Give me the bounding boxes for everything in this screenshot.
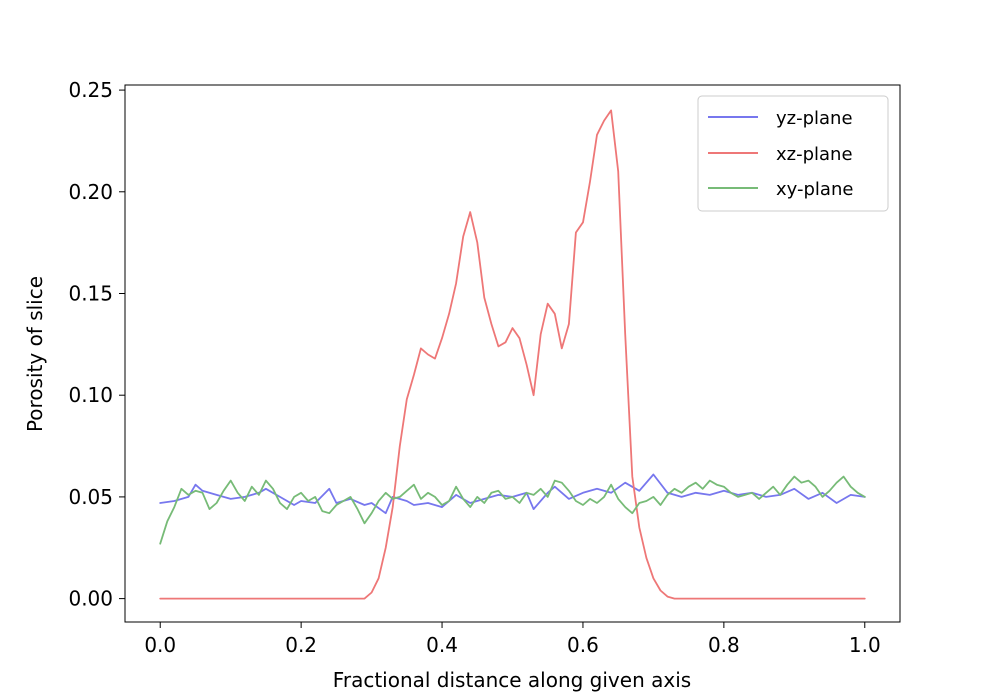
- series-line-xy-plane: [159, 475, 866, 545]
- x-axis-ticks: 0.0 0.2 0.4 0.6 0.8 1.0: [144, 622, 881, 657]
- y-axis-label: Porosity of slice: [23, 276, 47, 432]
- y-tick-label: 0.10: [68, 383, 113, 407]
- x-tick-label: 0.0: [144, 633, 176, 657]
- x-axis-label: Fractional distance along given axis: [333, 668, 691, 692]
- y-tick-label: 0.05: [68, 485, 113, 509]
- y-tick-label: 0.20: [68, 180, 113, 204]
- legend-box: [697, 95, 889, 212]
- legend-label-xy-plane: xy-plane: [776, 179, 853, 200]
- series-line-xz-plane: [159, 109, 866, 600]
- series-layer: [159, 109, 866, 600]
- x-tick-label: 0.4: [426, 633, 458, 657]
- y-tick-label: 0.00: [68, 587, 113, 611]
- legend-label-yz-plane: yz-plane: [776, 108, 853, 129]
- y-tick-label: 0.25: [68, 78, 113, 102]
- y-tick-label: 0.15: [68, 281, 113, 305]
- series-line-yz-plane: [159, 473, 866, 515]
- axes-frame: [124, 84, 901, 623]
- legend: yz-plane xz-plane xy-plane: [697, 95, 889, 212]
- y-axis-ticks: 0.00 0.05 0.10 0.15 0.20 0.25: [68, 78, 125, 611]
- x-tick-label: 0.2: [285, 633, 317, 657]
- x-tick-label: 0.6: [567, 633, 599, 657]
- x-tick-label: 1.0: [849, 633, 881, 657]
- legend-label-xz-plane: xz-plane: [776, 144, 853, 165]
- x-tick-label: 0.8: [708, 633, 740, 657]
